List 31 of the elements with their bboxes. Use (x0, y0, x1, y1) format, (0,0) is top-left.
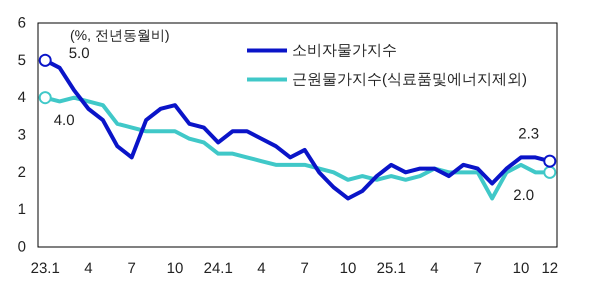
y-tick-label: 2 (18, 164, 26, 181)
y-tick-label: 3 (18, 126, 26, 144)
x-tick-label: 7 (128, 260, 136, 277)
x-tick-label: 4 (257, 260, 266, 277)
x-tick-label: 24.1 (204, 260, 233, 277)
x-tick-label: 7 (474, 260, 482, 277)
x-tick-label: 23.1 (30, 260, 60, 277)
annotation: 5.0 (68, 44, 90, 62)
x-tick-label: 10 (340, 260, 356, 277)
y-tick-label: 4 (18, 89, 26, 106)
point (38, 54, 52, 67)
y-tick-label: 5 (18, 52, 26, 69)
y-tick-label: 1 (18, 201, 26, 218)
y-tick-label: 6 (18, 14, 26, 32)
point (543, 154, 556, 168)
y-axis-title: (%, 전년동월비) (70, 27, 170, 43)
x-tick-label: 25.1 (376, 260, 406, 277)
x-tick-label: 10 (512, 260, 530, 277)
annotation: 4.0 (54, 112, 75, 130)
x-tick-label: 12 (541, 260, 558, 277)
annotation: 2.0 (513, 186, 534, 204)
y-tick-label: 0 (18, 238, 26, 256)
x-tick-label: 4 (430, 260, 439, 277)
x-tick-label: 7 (300, 260, 309, 277)
point (38, 91, 52, 104)
x-tick-label: 10 (166, 260, 184, 277)
annotation: 2.3 (518, 126, 540, 143)
point (543, 166, 556, 179)
legend-label: 근원물가지수(식료품및에너지제외) (292, 71, 528, 88)
x-tick-label: 4 (84, 260, 93, 277)
legend-label: 소비자물가지수 (292, 42, 398, 59)
